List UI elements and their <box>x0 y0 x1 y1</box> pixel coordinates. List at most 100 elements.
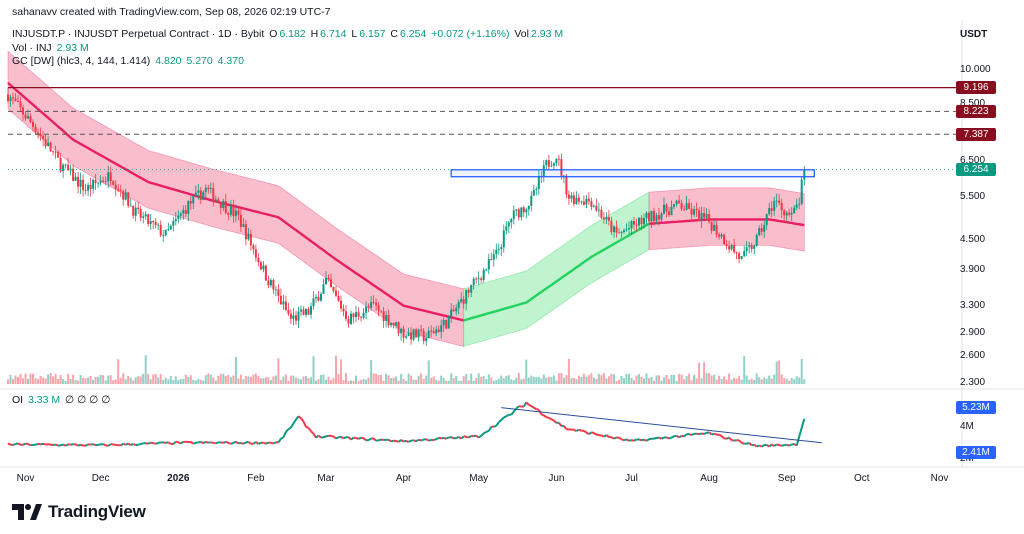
oi-segment <box>658 436 662 440</box>
candle-body <box>618 232 620 234</box>
candle-body <box>750 245 753 249</box>
volume-bar <box>615 380 618 384</box>
oi-segment <box>487 426 493 432</box>
volume-bar <box>540 378 543 384</box>
oi-segment <box>425 438 430 442</box>
month-label: Nov <box>930 473 949 484</box>
oi-segment <box>42 442 46 446</box>
volume-bar <box>638 374 640 384</box>
candle-body <box>117 188 120 191</box>
oi-segment <box>533 406 537 411</box>
oi-segment <box>227 441 232 445</box>
volume-bar <box>582 373 585 384</box>
oi-segment <box>335 436 339 440</box>
volume-bar <box>212 377 215 384</box>
volume-bar <box>740 379 743 384</box>
volume-bar <box>467 380 470 384</box>
volume-bar <box>254 373 257 384</box>
volume-bar <box>550 377 553 384</box>
candle-body <box>455 308 458 312</box>
gc-legend[interactable]: GC [DW] (hlc3, 4, 144, 1.414) 4.820 5.27… <box>12 55 246 67</box>
candle-body <box>755 235 758 246</box>
candle-body <box>780 203 783 211</box>
volume-bar <box>284 374 287 384</box>
oi-segment <box>132 443 137 447</box>
volume-bar <box>405 380 408 384</box>
volume-bar <box>357 381 360 384</box>
volume-bar <box>77 380 80 384</box>
candle-body <box>380 310 383 312</box>
candle-body <box>345 311 347 319</box>
candle-body <box>132 205 135 216</box>
candle-body <box>653 210 655 222</box>
volume-bar <box>367 377 370 384</box>
volume-bar <box>197 378 200 384</box>
candle-body <box>300 309 302 312</box>
oi-segment <box>315 434 320 439</box>
oi-segment <box>310 430 315 435</box>
candle-body <box>242 224 245 227</box>
volume-bar <box>575 379 578 384</box>
candle-body <box>119 190 122 192</box>
volume-bar <box>289 375 292 384</box>
volume-bar <box>522 378 525 384</box>
candle-body <box>693 209 696 215</box>
volume-bar <box>628 374 630 384</box>
candle-body <box>305 308 307 315</box>
volume-bar <box>507 375 510 384</box>
volume-bar <box>152 374 155 384</box>
volume-bar <box>134 377 137 384</box>
volume-bar <box>112 380 115 384</box>
volume-bar <box>688 373 691 384</box>
oi-segment <box>22 442 26 446</box>
candle-body <box>550 165 553 167</box>
symbol-legend[interactable]: INJUSDT.P · INJUSDT Perpetual Contract ·… <box>12 28 565 40</box>
candle-body <box>264 265 267 281</box>
volume-bar <box>234 356 237 384</box>
candle-body <box>184 210 187 214</box>
volume-bar <box>670 375 673 384</box>
oi-segment <box>673 434 677 438</box>
volume-bar <box>512 380 515 384</box>
candle-body <box>202 191 205 200</box>
volume-bar <box>227 375 230 384</box>
open-value: 6.182 <box>279 28 306 40</box>
candle-body <box>615 226 618 233</box>
oi-segment <box>623 438 627 442</box>
oi-segment <box>302 421 307 428</box>
candle-body <box>492 254 495 260</box>
candle-body <box>803 169 806 180</box>
oi-segment <box>340 435 345 440</box>
gc-value-1: 4.820 <box>155 55 182 67</box>
price-tick-label: 2.300 <box>960 376 986 388</box>
oi-segment <box>746 442 750 445</box>
volume-bar <box>547 376 550 384</box>
oi-segment <box>247 441 252 445</box>
candle-body <box>748 245 751 248</box>
volume-bar <box>122 373 125 384</box>
volume-legend[interactable]: Vol · INJ 2.93 M <box>12 42 91 54</box>
volume-bar <box>755 373 758 384</box>
candle-body <box>174 218 177 221</box>
oi-segment <box>167 441 172 445</box>
candle-body <box>172 221 175 226</box>
volume-bar <box>650 377 653 384</box>
oi-segment <box>210 441 214 444</box>
gc-value-2: 5.270 <box>186 55 213 67</box>
oi-segment <box>272 441 277 445</box>
oi-segment <box>410 439 414 442</box>
candle-body <box>470 285 473 293</box>
candle-body <box>12 97 14 99</box>
oi-segment <box>255 441 260 445</box>
oi-legend[interactable]: OI 3.33 M ∅ ∅ ∅ ∅ <box>12 394 112 406</box>
oi-segment <box>252 441 257 445</box>
oi-segment <box>232 440 237 444</box>
candle-body <box>590 201 593 207</box>
vol-line-value: 2.93 M <box>56 42 89 54</box>
price-tick-label: 8.500 <box>960 98 986 110</box>
oi-segment <box>706 431 710 434</box>
candle-body <box>745 247 748 252</box>
oi-segment <box>238 441 242 445</box>
candle-body <box>655 215 658 222</box>
